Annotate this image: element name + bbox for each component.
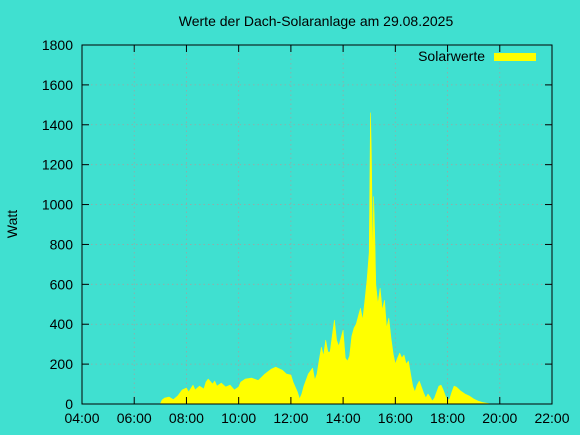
y-axis-label: Watt xyxy=(4,210,20,238)
x-tick-label: 12:00 xyxy=(273,410,308,426)
y-tick-label: 800 xyxy=(50,236,74,252)
x-tick-label: 08:00 xyxy=(169,410,204,426)
legend-label-solarwerte: Solarwerte xyxy=(418,48,485,64)
plot-area xyxy=(160,112,492,405)
y-tick-label: 400 xyxy=(50,316,74,332)
y-tick-label: 0 xyxy=(65,396,73,412)
legend-swatch-solarwerte xyxy=(494,53,536,61)
x-tick-label: 04:00 xyxy=(64,410,99,426)
y-tick-label: 1200 xyxy=(42,157,73,173)
y-tick-label: 600 xyxy=(50,276,74,292)
x-tick-label: 20:00 xyxy=(482,410,517,426)
x-tick-label: 06:00 xyxy=(117,410,152,426)
y-tick-label: 200 xyxy=(50,356,74,372)
y-tick-label: 1400 xyxy=(42,117,73,133)
axes: 0 200 400 600 800 1000 1200 1400 1600 1800 04:00 06… xyxy=(42,37,570,426)
legend: Solarwerte xyxy=(418,48,536,64)
x-tick-label: 22:00 xyxy=(534,410,569,426)
y-tick-label: 1000 xyxy=(42,197,73,213)
chart-title: Werte der Dach-Solaranlage am 29.08.2025 xyxy=(179,13,454,29)
x-tick-label: 18:00 xyxy=(430,410,465,426)
y-tick-label: 1800 xyxy=(42,37,73,53)
plot-border xyxy=(81,44,553,405)
x-tick-label: 10:00 xyxy=(221,410,256,426)
x-tick-label: 16:00 xyxy=(378,410,413,426)
area-solarwerte xyxy=(160,112,492,405)
x-tick-label: 14:00 xyxy=(326,410,361,426)
y-tick-label: 1600 xyxy=(42,77,73,93)
grid-lines xyxy=(82,45,552,404)
